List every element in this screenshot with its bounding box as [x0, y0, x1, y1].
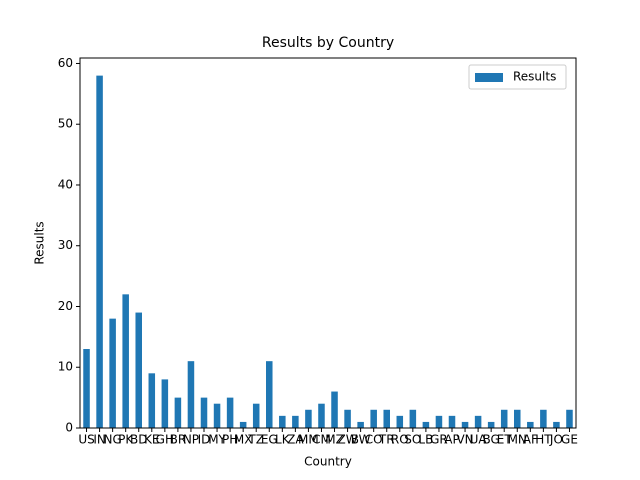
bar [383, 409, 390, 428]
x-tick-label: TR [378, 433, 395, 447]
legend-label: Results [513, 70, 556, 84]
x-tick-label: CO [365, 433, 383, 447]
x-tick-label: KE [144, 433, 159, 447]
x-tick-label: MY [208, 433, 226, 447]
x-tick-label: IN [93, 433, 106, 447]
bar [553, 421, 560, 428]
bar [226, 397, 234, 428]
x-tick-label: NP [183, 433, 199, 447]
bar [135, 312, 142, 428]
y-tick-label: 0 [65, 421, 73, 435]
bar [122, 294, 129, 428]
x-tick-label: ID [198, 433, 211, 447]
x-tick-label: MZ [325, 433, 344, 447]
bar [252, 403, 260, 428]
bar [527, 421, 534, 428]
x-tick-label: HT [535, 433, 552, 447]
plot-frame [79, 57, 577, 429]
x-tick-label: PK [118, 433, 134, 447]
bar [174, 397, 182, 428]
y-tick-label: 20 [58, 299, 73, 313]
x-tick-label: JO [549, 433, 563, 447]
bar [474, 415, 482, 428]
x-tick-label: MN [508, 433, 527, 447]
bar [109, 318, 116, 428]
x-tick-label: BG [482, 433, 499, 447]
x-tick-label: US [78, 433, 94, 447]
legend-box [468, 64, 567, 90]
bar [461, 421, 469, 428]
bar [292, 415, 299, 428]
x-tick-label: EG [261, 433, 278, 447]
x-tick-label: MX [234, 433, 253, 447]
x-tick-label: GH [156, 433, 174, 447]
legend-swatch [475, 73, 503, 82]
bar [448, 415, 456, 428]
bar [370, 409, 377, 428]
bar [357, 421, 364, 428]
bar [266, 361, 273, 428]
x-tick-label: BD [130, 433, 147, 447]
bar [331, 391, 338, 428]
chart-title: Results by Country [262, 35, 394, 51]
x-tick-label: MM [298, 433, 319, 447]
bar [161, 379, 169, 428]
y-tick-label: 60 [58, 56, 73, 70]
x-tick-label: NG [103, 433, 121, 447]
x-tick-label: GR [430, 433, 448, 447]
bar [96, 75, 103, 428]
x-tick-label: LB [418, 433, 433, 447]
x-tick-label: AP [444, 433, 459, 447]
x-tick-label: BW [351, 433, 371, 447]
x-tick-label: ET [497, 433, 513, 447]
bar [435, 415, 443, 428]
y-tick-label: 30 [58, 238, 73, 252]
y-tick-label: 40 [58, 177, 73, 191]
y-tick-label: 10 [58, 360, 73, 374]
x-tick-label: SO [404, 433, 421, 447]
x-tick-label: GE [561, 433, 578, 447]
bar [305, 409, 312, 428]
x-tick-label: CM [312, 433, 331, 447]
bar [200, 397, 208, 428]
bar [540, 409, 547, 428]
bar [279, 415, 286, 428]
bar [500, 409, 508, 428]
y-tick-label: 50 [58, 117, 73, 131]
x-tick-label: VN [456, 433, 473, 447]
bar [344, 409, 351, 428]
x-axis-label: Country [304, 455, 352, 469]
x-tick-label: PH [222, 433, 238, 447]
bar [514, 409, 521, 428]
x-tick-label: LK [275, 433, 291, 447]
bar [187, 361, 195, 428]
x-tick-label: AF [523, 433, 538, 447]
bar [239, 421, 247, 428]
bar [422, 421, 430, 428]
x-tick-label: RO [391, 433, 409, 447]
bar [409, 409, 417, 428]
bar [83, 349, 90, 428]
x-tick-label: ZA [287, 433, 304, 447]
bar [148, 373, 156, 428]
x-tick-label: BR [170, 433, 187, 447]
bar [487, 421, 495, 428]
x-tick-label: TZ [247, 433, 264, 447]
bar [213, 403, 221, 428]
x-tick-label: ZW [338, 433, 358, 447]
x-tick-label: UA [470, 433, 488, 447]
bar [396, 415, 404, 428]
bar [566, 409, 573, 428]
bar [318, 403, 325, 428]
y-axis-label: Results [33, 221, 47, 264]
